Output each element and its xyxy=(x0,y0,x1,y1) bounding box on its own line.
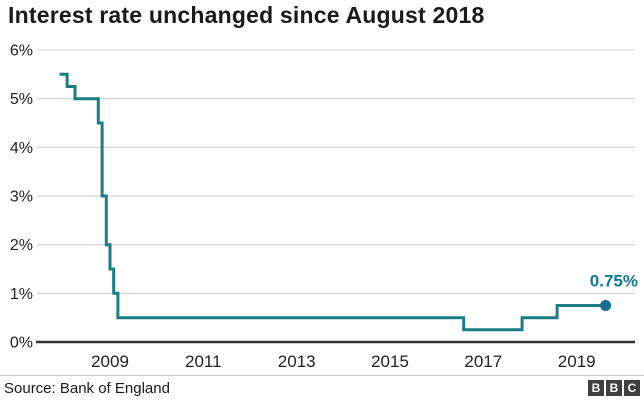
x-tick-label: 2017 xyxy=(464,352,502,371)
end-point-dot xyxy=(600,300,612,311)
y-tick-label: 0% xyxy=(10,335,33,352)
x-tick-label: 2009 xyxy=(91,352,129,371)
bbc-logo: B B C xyxy=(588,380,640,396)
interest-rate-line-chart: 0% 1% 2% 3% 4% 5% 6% 2009 2011 2013 2015 2017 2019 0.… xyxy=(10,43,638,372)
bbc-logo-letter-b1: B xyxy=(588,380,604,396)
source-label: Source: Bank of England xyxy=(4,379,170,397)
rate-step-line xyxy=(59,72,606,332)
y-tick-label: 1% xyxy=(10,286,33,303)
x-tick-label: 2011 xyxy=(185,352,222,371)
bbc-logo-letter-c: C xyxy=(624,380,640,396)
current-rate-annotation: 0.75% xyxy=(590,272,638,291)
y-tick-label: 4% xyxy=(10,140,33,157)
x-tick-label: 2015 xyxy=(371,352,409,371)
chart-footer: Source: Bank of England B B C xyxy=(0,375,644,400)
y-tick-label: 5% xyxy=(10,91,33,108)
x-tick-label: 2019 xyxy=(558,352,596,371)
y-tick-label: 6% xyxy=(10,43,33,60)
chart-title: Interest rate unchanged since August 201… xyxy=(8,2,485,28)
x-tick-label: 2013 xyxy=(278,352,316,371)
y-tick-label: 2% xyxy=(10,237,33,254)
bbc-logo-letter-b2: B xyxy=(606,380,622,396)
y-tick-label: 3% xyxy=(10,189,33,206)
